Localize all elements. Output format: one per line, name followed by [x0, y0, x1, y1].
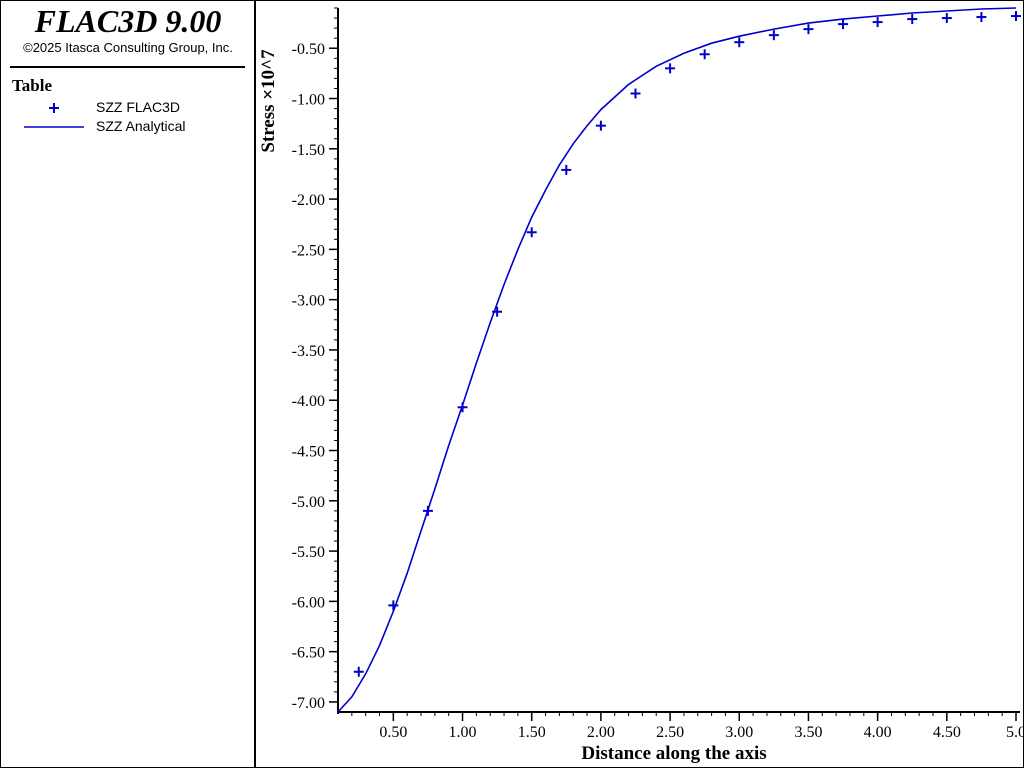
data-point	[907, 14, 918, 25]
legend-item-szz-analytical: SZZ Analytical	[20, 117, 250, 137]
x-tick-label: 5.0	[1006, 724, 1024, 741]
data-point	[1011, 11, 1021, 22]
y-tick-label: -2.00	[292, 192, 325, 209]
data-point	[526, 227, 537, 238]
data-point	[872, 17, 883, 28]
plus-icon	[49, 103, 59, 113]
x-tick-label: 4.00	[864, 724, 892, 741]
y-tick-label: -5.00	[292, 494, 325, 511]
y-tick-label: -6.50	[292, 645, 325, 662]
data-point	[699, 49, 710, 60]
app-title: FLAC3D 9.00	[34, 3, 222, 39]
x-tick-label: 1.00	[449, 724, 477, 741]
legend-title: Table	[12, 76, 53, 95]
data-point	[665, 63, 676, 74]
x-axis-label: Distance along the axis	[581, 743, 766, 764]
y-axis-label: Stress ×10^7	[258, 49, 279, 153]
data-point	[941, 13, 952, 24]
data-point	[976, 12, 987, 23]
legend-item-szz-flac3d: SZZ FLAC3D	[20, 98, 250, 118]
y-tick-label: -1.00	[292, 92, 325, 109]
x-tick-label: 1.50	[518, 724, 546, 741]
data-point	[353, 666, 364, 677]
separator-line	[10, 66, 245, 68]
line-icon	[24, 126, 84, 128]
axes	[337, 8, 1020, 714]
data-point	[734, 37, 745, 48]
ticks: 0.50 1.00 1.50 2.00 2.50 3.00 3.50 4.00 4.50 5.0 -…	[292, 7, 1024, 741]
x-tick-label: 3.00	[725, 724, 753, 741]
series-line-szz-analytical	[337, 7, 1017, 713]
x-tick-label: 3.50	[794, 724, 822, 741]
y-tick-label: -3.50	[292, 343, 325, 360]
legend-label: SZZ Analytical	[96, 118, 186, 134]
copyright-text: ©2025 Itasca Consulting Group, Inc.	[23, 40, 233, 55]
series-layer	[337, 7, 1021, 713]
legend-panel: FLAC3D 9.00 ©2025 Itasca Consulting Grou…	[0, 0, 256, 768]
stress-chart: 0.50 1.00 1.50 2.00 2.50 3.00 3.50 4.00 4.50 5.0 -…	[258, 7, 1024, 764]
x-tick-label: 0.50	[379, 724, 407, 741]
x-tick-label: 2.00	[587, 724, 615, 741]
data-point	[768, 30, 779, 41]
data-point	[595, 120, 606, 131]
data-point	[561, 164, 572, 175]
data-point	[803, 24, 814, 35]
data-point	[388, 600, 399, 611]
data-point	[838, 19, 849, 30]
y-tick-label: -0.50	[292, 41, 325, 58]
y-tick-label: -7.00	[292, 695, 325, 712]
x-tick-label: 4.50	[933, 724, 961, 741]
x-tick-label: 2.50	[656, 724, 684, 741]
y-tick-label: -3.00	[292, 293, 325, 310]
data-point	[630, 88, 641, 99]
y-tick-label: -2.50	[292, 242, 325, 259]
y-tick-label: -1.50	[292, 142, 325, 159]
y-tick-label: -6.00	[292, 594, 325, 611]
legend-label: SZZ FLAC3D	[96, 99, 181, 115]
y-tick-label: -4.00	[292, 393, 325, 410]
y-tick-label: -5.50	[292, 544, 325, 561]
plot-area: 0.50 1.00 1.50 2.00 2.50 3.00 3.50 4.00 4.50 5.0 -…	[256, 0, 1024, 768]
y-tick-label: -4.50	[292, 444, 325, 461]
